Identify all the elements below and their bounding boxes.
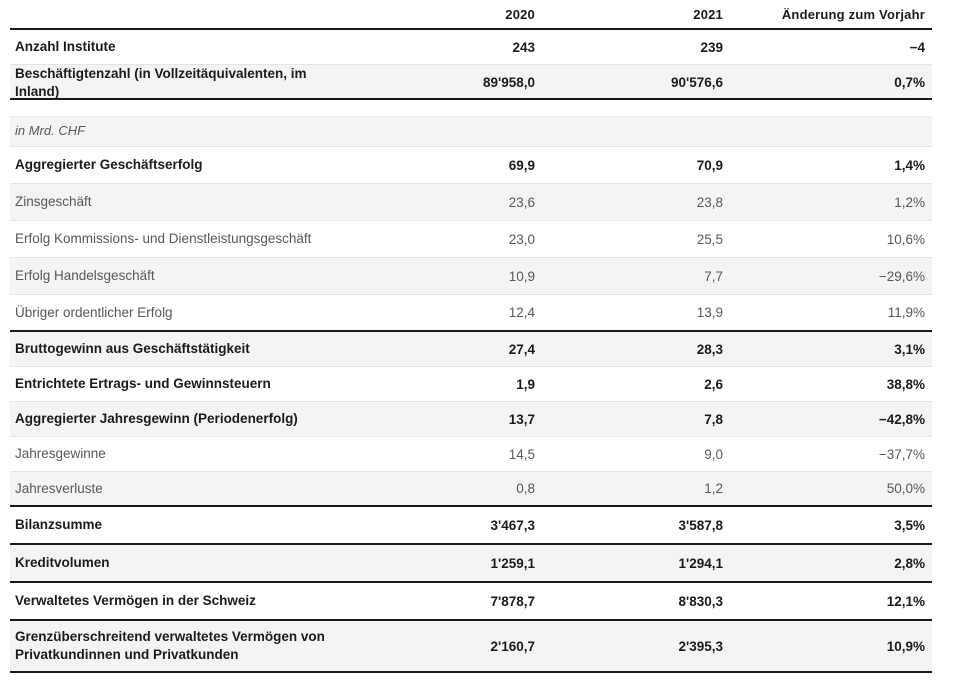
statistics-table: 2020 2021 Änderung zum Vorjahr Anzahl In… [10,0,932,673]
value-change: 3,5% [894,517,925,533]
value-change: 50,0% [886,481,925,496]
table-row: Kreditvolumen 1'259,1 1'294,1 2,8% [10,545,932,583]
table-row: in Mrd. CHF [10,116,932,147]
value-2021: 9,0 [704,446,723,462]
row-label: Aggregierter Jahresgewinn (Periodenerfol… [15,411,298,427]
value-2021: 23,8 [696,194,723,210]
row-label: Anzahl Institute [15,39,116,55]
value-2020: 27,4 [508,341,535,357]
value-2020: 89'958,0 [482,75,535,91]
table-row: Erfolg Kommissions- und Dienstleistungsg… [10,221,932,258]
row-label: Aggregierter Geschäftserfolg [15,157,203,173]
row-label: Jahresgewinne [15,446,106,462]
header-year-2021: 2021 [693,6,723,22]
value-2020: 23,6 [508,194,535,210]
row-label: Entrichtete Ertrags- und Gewinnsteuern [15,376,271,392]
value-2021: 3'587,8 [678,517,723,533]
value-2021: 25,5 [696,231,723,247]
row-label: Verwaltetes Vermögen in der Schweiz [15,593,256,609]
value-2020: 69,9 [508,157,535,173]
row-label: Bilanzsumme [15,517,103,533]
value-2020: 7'878,7 [490,593,535,609]
value-change: 3,1% [894,341,925,357]
row-label: Kreditvolumen [15,555,110,571]
table-row: Bruttogewinn aus Geschäftstätigkeit 27,4 2… [10,332,932,367]
value-2021: 239 [700,39,723,55]
table-row: Bilanzsumme 3'467,3 3'587,8 3,5% [10,507,932,545]
table-row: Jahresverluste 0,8 1,2 50,0% [10,472,932,507]
row-label: Bruttogewinn aus Geschäftstätigkeit [15,341,250,357]
value-2021: 28,3 [696,341,723,357]
value-2021: 70,9 [696,157,723,173]
section-spacer [10,100,932,116]
value-2020: 2'160,7 [490,638,535,654]
value-change: 11,9% [887,305,925,320]
value-2020: 10,9 [508,268,535,284]
table-row: Anzahl Institute 243 239 −4 [10,30,932,65]
header-year-2020: 2020 [505,6,535,22]
value-change: −37,7% [878,446,925,462]
row-label: Erfolg Kommissions- und Dienstleistungsg… [15,231,312,247]
value-2020: 13,7 [508,411,535,427]
value-change: 10,9% [886,638,925,654]
row-label: Übriger ordentlicher Erfolg [15,304,173,320]
value-change: 0,7% [894,75,925,91]
row-label: Zinsgeschäft [15,194,92,210]
value-change: 1,2% [894,194,925,210]
value-2021: 2'395,3 [678,638,723,654]
row-label: Grenzüberschreitend verwaltetes Vermögen… [15,629,325,662]
table-row: Verwaltetes Vermögen in der Schweiz 7'878… [10,583,932,621]
table-row: Erfolg Handelsgeschäft 10,9 7,7 −29,6% [10,258,932,295]
value-2021: 1'294,1 [678,555,723,571]
row-label: in Mrd. CHF [15,123,86,139]
table-row: Aggregierter Geschäftserfolg 69,9 70,9 1,4% [10,147,932,184]
value-change: −42,8% [878,411,925,427]
table-body: Anzahl Institute 243 239 −4 Beschäftigtenzah… [10,30,932,673]
value-change: 2,8% [894,555,925,571]
value-2021: 1,2 [704,481,723,496]
value-2020: 1,9 [516,376,535,392]
value-2020: 1'259,1 [490,555,535,571]
table-row: Grenzüberschreitend verwaltetes Vermögen… [10,621,932,673]
value-change: −29,6% [878,268,925,284]
header-change-vs-prior-year: Änderung zum Vorjahr [781,6,925,22]
value-2020: 23,0 [508,231,535,247]
value-2021: 13,9 [696,305,723,320]
row-label: Jahresverluste [15,480,103,496]
table-header-row: 2020 2021 Änderung zum Vorjahr [10,0,932,30]
value-2021: 7,7 [704,268,723,284]
table-row: Entrichtete Ertrags- und Gewinnsteuern 1,… [10,367,932,402]
table-row: Beschäftigtenzahl (in Vollzeitäquivalent… [10,65,932,100]
value-2021: 8'830,3 [678,593,723,609]
value-2020: 14,5 [508,446,535,462]
value-change: 38,8% [886,376,925,392]
value-change: 12,1% [886,593,925,609]
row-label: Erfolg Handelsgeschäft [15,268,155,284]
value-2020: 0,8 [516,481,535,496]
table-row: Jahresgewinne 14,5 9,0 −37,7% [10,437,932,472]
table-row: Zinsgeschäft 23,6 23,8 1,2% [10,184,932,221]
value-change: −4 [909,39,925,55]
value-2021: 90'576,6 [670,75,723,91]
value-2021: 7,8 [704,411,723,427]
row-label: Beschäftigtenzahl (in Vollzeitäquivalent… [15,66,307,99]
value-2021: 2,6 [704,376,723,392]
table-row: Übriger ordentlicher Erfolg 12,4 13,9 11,9% [10,295,932,332]
value-2020: 12,4 [508,305,535,320]
value-2020: 243 [512,39,535,55]
value-2020: 3'467,3 [490,517,535,533]
value-change: 1,4% [894,157,925,173]
table-row: Aggregierter Jahresgewinn (Periodenerfol… [10,402,932,437]
value-change: 10,6% [886,231,925,247]
